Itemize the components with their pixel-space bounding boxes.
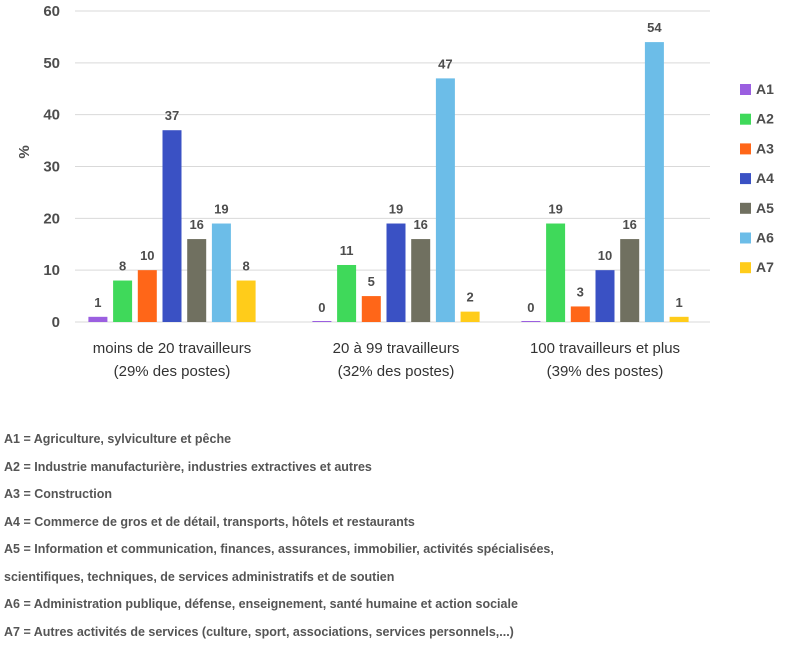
definition-a2: A2 = Industrie manufacturière, industrie… <box>4 454 784 482</box>
legend-label-a3: A3 <box>756 140 774 156</box>
data-label: 0 <box>318 300 325 315</box>
data-label: 37 <box>165 108 179 123</box>
bar-a7 <box>237 281 256 322</box>
bar-a6 <box>436 78 455 322</box>
y-tick-label: 50 <box>43 55 60 72</box>
definition-a5: A5 = Information et communication, finan… <box>4 536 784 564</box>
y-tick-label: 40 <box>43 107 60 124</box>
category-label: (32% des postes) <box>338 363 455 380</box>
bar-a4 <box>596 270 615 322</box>
data-label: 1 <box>94 295 101 310</box>
data-label: 5 <box>368 274 375 289</box>
bar-a4 <box>387 224 406 322</box>
data-label: 1 <box>675 295 682 310</box>
legend-label-a1: A1 <box>756 81 774 97</box>
data-label: 0 <box>527 300 534 315</box>
bar-a1 <box>312 321 331 322</box>
bar-a1 <box>521 321 540 322</box>
bar-a2 <box>113 281 132 322</box>
y-tick-label: 10 <box>43 262 60 279</box>
bar-a6 <box>645 42 664 322</box>
bar-a4 <box>163 130 182 322</box>
legend-swatch-a4 <box>740 173 751 184</box>
bar-a3 <box>571 306 590 322</box>
data-label: 19 <box>548 202 562 217</box>
bar-a5 <box>620 239 639 322</box>
category-label: 20 à 99 travailleurs <box>333 340 460 357</box>
bar-a7 <box>461 312 480 322</box>
bar-a3 <box>362 296 381 322</box>
bar-a7 <box>670 317 689 322</box>
legend: A1 A2 A3 A4 A5 A6 A7 <box>740 81 774 275</box>
definition-a6: A6 = Administration publique, défense, e… <box>4 591 784 619</box>
y-axis-label: % <box>16 145 33 158</box>
bar-a1 <box>88 317 107 322</box>
legend-swatch-a1 <box>740 84 751 95</box>
legend-label-a2: A2 <box>756 111 774 127</box>
legend-label-a4: A4 <box>756 170 774 186</box>
data-label: 54 <box>647 20 662 35</box>
data-label: 3 <box>577 284 584 299</box>
bar-a5 <box>187 239 206 322</box>
bar-a2 <box>546 224 565 322</box>
data-label: 16 <box>622 217 636 232</box>
y-tick-label: 60 <box>43 3 60 20</box>
bar-a2 <box>337 265 356 322</box>
data-label: 19 <box>389 202 403 217</box>
data-label: 47 <box>438 56 452 71</box>
data-label: 8 <box>242 259 249 274</box>
definition-a7: A7 = Autres activités de services (cultu… <box>4 619 784 646</box>
legend-label-a5: A5 <box>756 200 774 216</box>
legend-swatch-a6 <box>740 233 751 244</box>
legend-label-a7: A7 <box>756 259 774 275</box>
category-label: (39% des postes) <box>547 363 664 380</box>
y-tick-label: 30 <box>43 159 60 176</box>
data-label: 2 <box>466 290 473 305</box>
y-axis-ticks: 0 10 20 30 40 50 60 <box>43 3 60 331</box>
bar-a6 <box>212 224 231 322</box>
category-label: (29% des postes) <box>114 363 231 380</box>
data-label: 10 <box>140 248 154 263</box>
x-axis-categories: moins de 20 travailleurs (29% des postes)… <box>93 340 680 380</box>
category-label: 100 travailleurs et plus <box>530 340 680 357</box>
data-label: 19 <box>214 202 228 217</box>
data-label: 10 <box>598 248 612 263</box>
category-label: moins de 20 travailleurs <box>93 340 251 357</box>
bar-a3 <box>138 270 157 322</box>
definition-a1: A1 = Agriculture, sylviculture et pêche <box>4 426 784 454</box>
data-label: 8 <box>119 259 126 274</box>
bars <box>88 42 688 322</box>
legend-swatch-a2 <box>740 114 751 125</box>
data-label: 16 <box>189 217 203 232</box>
legend-swatch-a5 <box>740 203 751 214</box>
definition-a3: A3 = Construction <box>4 481 784 509</box>
legend-label-a6: A6 <box>756 230 774 246</box>
y-tick-label: 20 <box>43 210 60 227</box>
data-label: 11 <box>340 243 354 258</box>
legend-swatch-a3 <box>740 143 751 154</box>
definition-a4: A4 = Commerce de gros et de détail, tran… <box>4 509 784 537</box>
definitions-list: A1 = Agriculture, sylviculture et pêche … <box>4 426 784 646</box>
definition-a5-continued: scientifiques, techniques, de services a… <box>4 564 784 592</box>
bar-a5 <box>411 239 430 322</box>
legend-swatch-a7 <box>740 262 751 273</box>
y-tick-label: 0 <box>52 314 60 331</box>
data-label: 16 <box>413 217 427 232</box>
